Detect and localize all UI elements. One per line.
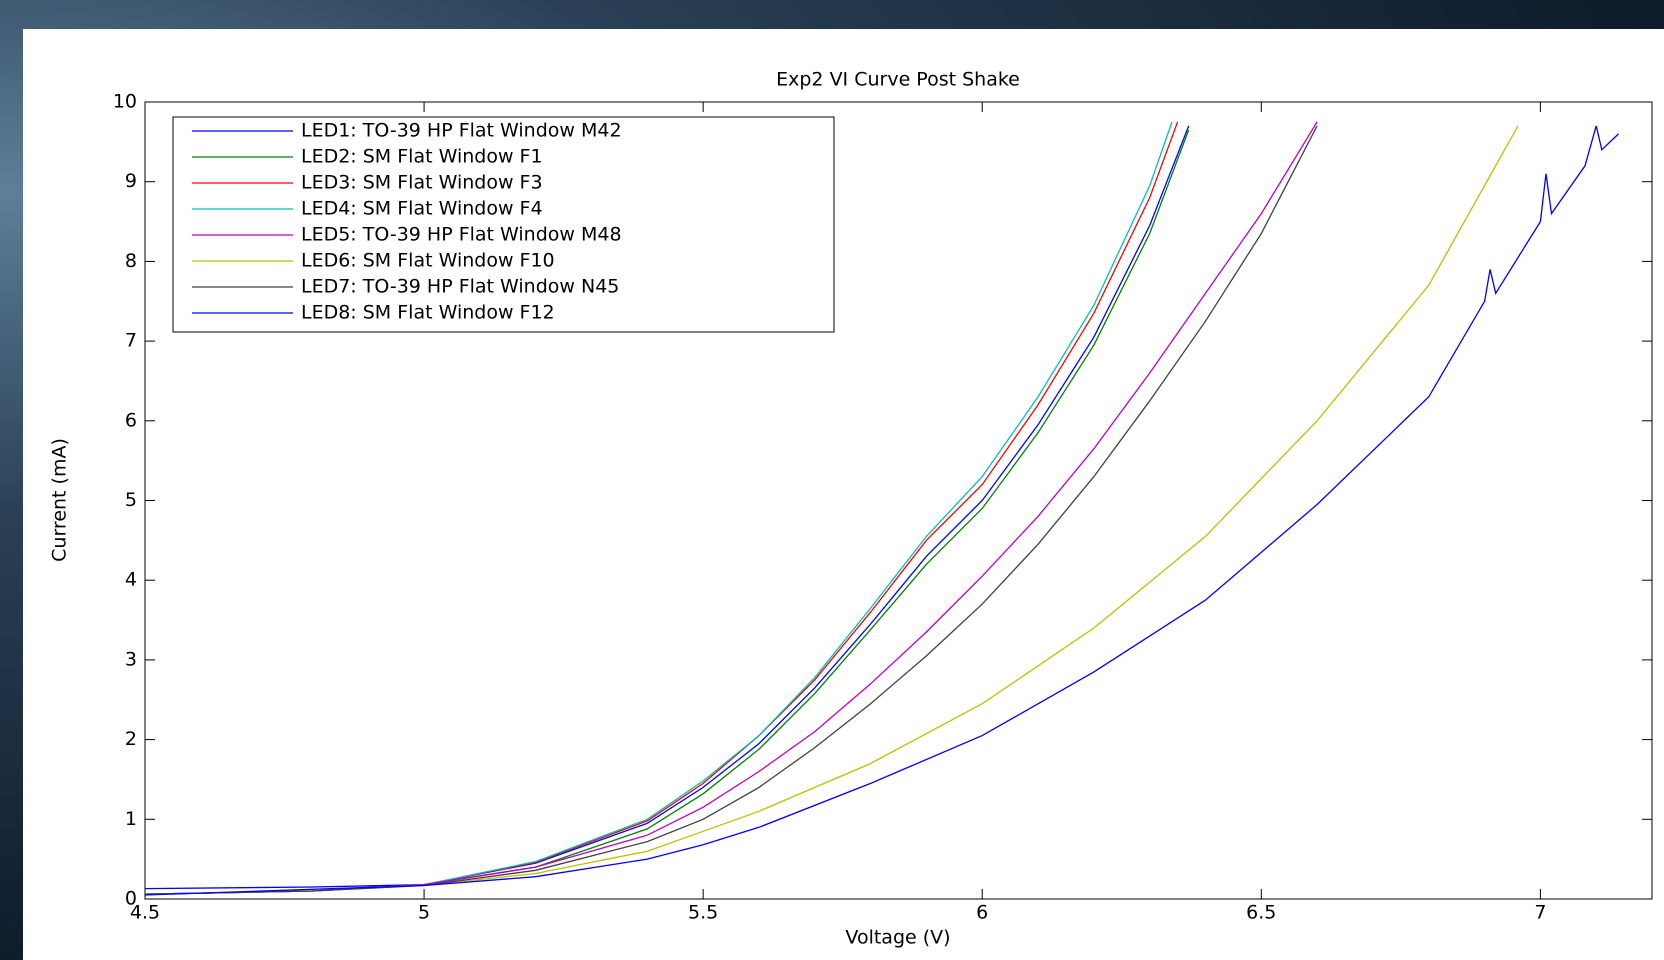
y-tick-label: 3	[125, 648, 137, 670]
x-tick-label: 4.5	[130, 902, 160, 924]
legend-label: LED2: SM Flat Window F1	[301, 146, 543, 168]
legend-label: LED8: SM Flat Window F12	[301, 302, 555, 324]
y-tick-label: 1	[125, 808, 137, 830]
chart-title: Exp2 VI Curve Post Shake	[776, 69, 1020, 91]
legend-label: LED4: SM Flat Window F4	[301, 198, 543, 220]
y-tick-label: 4	[125, 569, 137, 591]
y-tick-label: 7	[125, 330, 137, 352]
y-tick-label: 10	[113, 91, 137, 113]
x-tick-label: 5.5	[688, 902, 718, 924]
legend-label: LED5: TO-39 HP Flat Window M48	[301, 224, 622, 246]
legend-box	[172, 116, 835, 333]
x-tick-label: 5	[418, 902, 430, 924]
series-line	[144, 125, 1318, 895]
series-line	[144, 121, 1318, 895]
y-tick-label: 9	[125, 170, 137, 192]
legend-label: LED6: SM Flat Window F10	[301, 250, 555, 272]
x-tick-label: 6	[976, 902, 988, 924]
x-axis-label: Voltage (V)	[845, 927, 950, 949]
series-line	[144, 121, 1173, 895]
x-tick-label: 6.5	[1246, 902, 1276, 924]
y-tick-label: 8	[125, 250, 137, 272]
legend-label: LED1: TO-39 HP Flat Window M42	[301, 120, 622, 142]
series-line	[144, 125, 1619, 896]
legend-label: LED7: TO-39 HP Flat Window N45	[301, 276, 619, 298]
y-axis-label: Current (mA)	[49, 438, 71, 562]
legend-label: LED3: SM Flat Window F3	[301, 172, 543, 194]
y-tick-label: 2	[125, 728, 137, 750]
x-tick-label: 7	[1534, 902, 1546, 924]
y-tick-label: 0	[125, 888, 137, 910]
y-tick-label: 5	[125, 489, 137, 511]
y-tick-label: 6	[125, 409, 137, 431]
